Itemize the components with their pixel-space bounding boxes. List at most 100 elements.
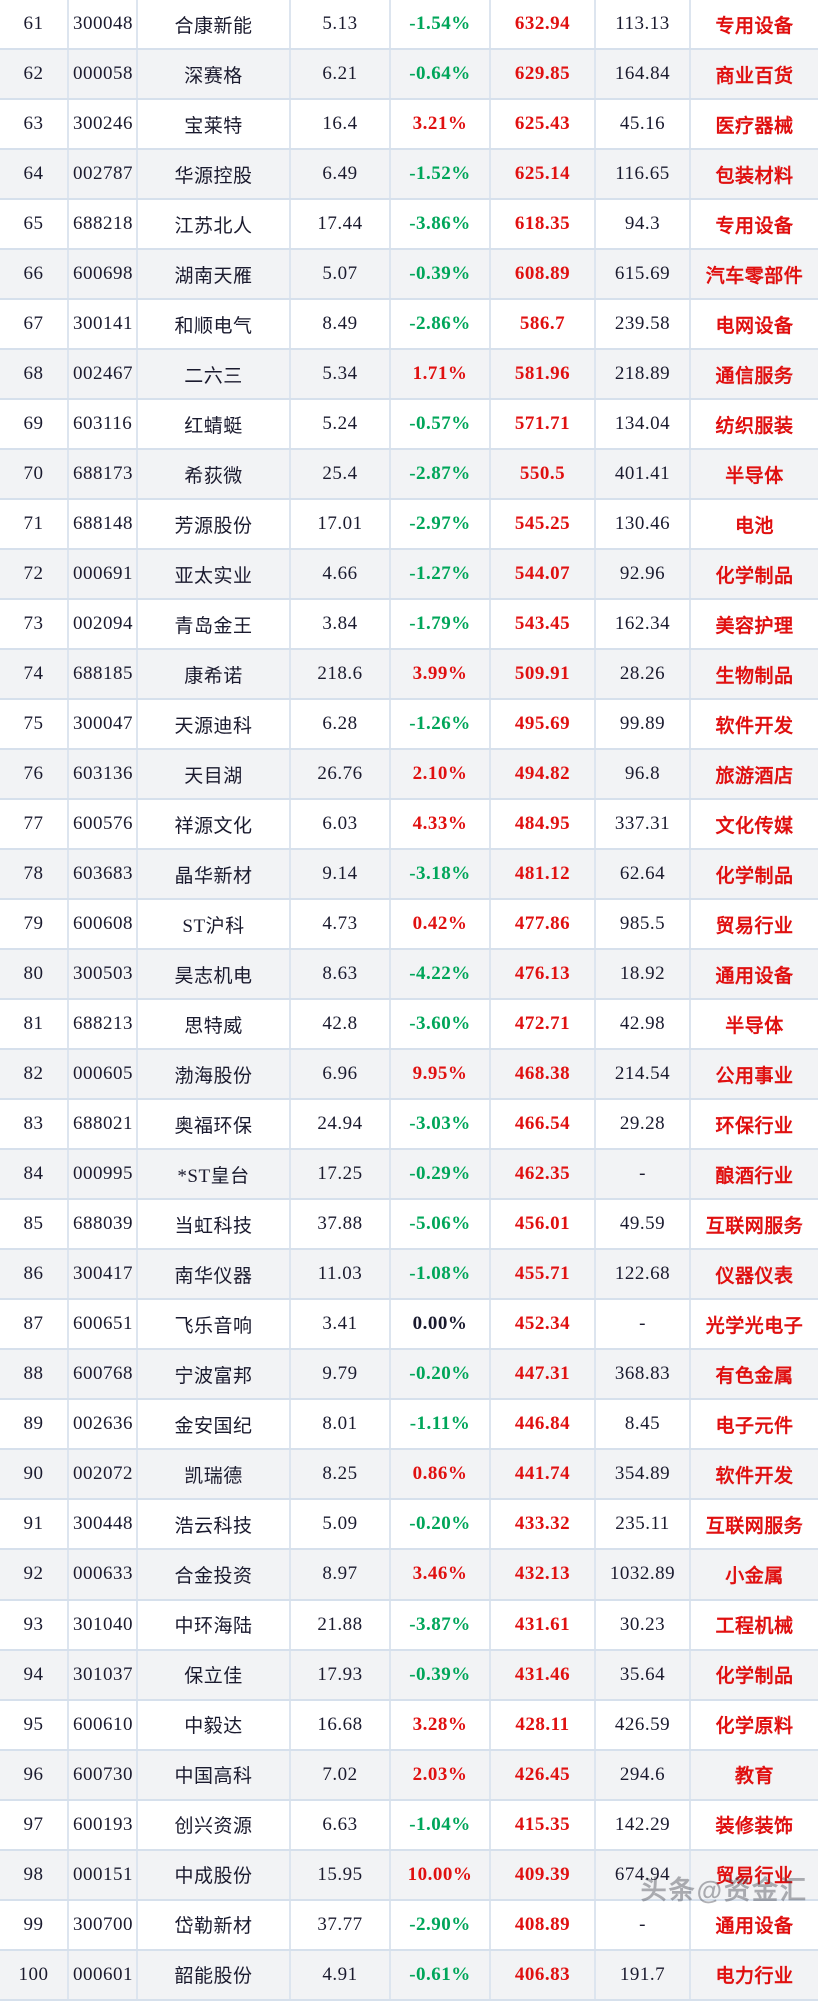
table-row[interactable]: 81 688213 思特威 42.8 -3.60% 472.71 42.98 半导体 <box>0 999 818 1051</box>
cell-change-percent: -1.79% <box>390 599 491 651</box>
table-row[interactable]: 68 002467 二六三 5.34 1.71% 581.96 218.89 通信服务 <box>0 349 818 401</box>
cell-rank: 82 <box>0 1049 69 1101</box>
table-row[interactable]: 98 000151 中成股份 15.95 10.00% 409.39 674.94 贸易行业 <box>0 1849 818 1901</box>
cell-latest-price: 5.34 <box>290 349 391 401</box>
cell-amount: 608.89 <box>490 249 596 301</box>
table-row[interactable]: 67 300141 和顺电气 8.49 -2.86% 586.7 239.58 电网设备 <box>0 299 818 351</box>
table-row[interactable]: 64 002787 华源控股 6.49 -1.52% 625.14 116.65 包装材料 <box>0 149 818 201</box>
cell-industry: 贸易行业 <box>690 899 818 951</box>
cell-latest-price: 7.02 <box>290 1749 391 1801</box>
cell-stock-name: 红蜻蜓 <box>137 399 291 451</box>
table-row[interactable]: 87 600651 飞乐音响 3.41 0.00% 452.34- 光学光电子 <box>0 1299 818 1351</box>
table-row[interactable]: 96 600730 中国高科 7.02 2.03% 426.45 294.6 教育 <box>0 1749 818 1801</box>
table-row[interactable]: 91 300448 浩云科技 5.09 -0.20% 433.32 235.11 互联网服务 <box>0 1499 818 1551</box>
cell-latest-price: 9.79 <box>290 1349 391 1401</box>
cell-stock-name: 华源控股 <box>137 149 291 201</box>
cell-extra-value: 674.94 <box>595 1849 691 1901</box>
cell-stock-name: 金安国纪 <box>137 1399 291 1451</box>
table-row[interactable]: 84 000995 *ST皇台 17.25 -0.29% 462.35- 酿酒行业 <box>0 1149 818 1201</box>
cell-latest-price: 5.09 <box>290 1499 391 1551</box>
cell-extra-value: 35.64 <box>595 1649 691 1701</box>
cell-rank: 100 <box>0 1949 69 2001</box>
table-row[interactable]: 92 000633 合金投资 8.97 3.46% 432.13 1032.89 小金属 <box>0 1549 818 1601</box>
table-row[interactable]: 89 002636 金安国纪 8.01 -1.11% 446.84 8.45 电子元件 <box>0 1399 818 1451</box>
cell-change-percent: -2.90% <box>390 1899 491 1951</box>
table-row[interactable]: 100 000601 韶能股份 4.91 -0.61% 406.83 191.7 电力行业 <box>0 1949 818 2001</box>
cell-latest-price: 8.49 <box>290 299 391 351</box>
cell-rank: 69 <box>0 399 69 451</box>
cell-change-percent: -0.64% <box>390 49 491 101</box>
table-row[interactable]: 77 600576 祥源文化 6.03 4.33% 484.95 337.31 文化传媒 <box>0 799 818 851</box>
table-row[interactable]: 74 688185 康希诺 218.6 3.99% 509.91 28.26 生物制品 <box>0 649 818 701</box>
cell-industry: 纺织服装 <box>690 399 818 451</box>
cell-amount: 433.32 <box>490 1499 596 1551</box>
table-row[interactable]: 99 300700 岱勒新材 37.77 -2.90% 408.89- 通用设备 <box>0 1899 818 1951</box>
cell-stock-code: 688213 <box>68 999 138 1051</box>
table-row[interactable]: 93 301040 中环海陆 21.88 -3.87% 431.61 30.23 工程机械 <box>0 1599 818 1651</box>
cell-latest-price: 3.84 <box>290 599 391 651</box>
table-row[interactable]: 75 300047 天源迪科 6.28 -1.26% 495.69 99.89 软件开发 <box>0 699 818 751</box>
cell-stock-code: 301040 <box>68 1599 138 1651</box>
table-row[interactable]: 94 301037 保立佳 17.93 -0.39% 431.46 35.64 化学制品 <box>0 1649 818 1701</box>
table-row[interactable]: 63 300246 宝莱特 16.4 3.21% 625.43 45.16 医疗器械 <box>0 99 818 151</box>
table-row[interactable]: 62 000058 深赛格 6.21 -0.64% 629.85 164.84 商业百货 <box>0 49 818 101</box>
cell-extra-value: 354.89 <box>595 1449 691 1501</box>
cell-extra-value: 235.11 <box>595 1499 691 1551</box>
cell-industry: 环保行业 <box>690 1099 818 1151</box>
cell-amount: 462.35 <box>490 1149 596 1201</box>
table-row[interactable]: 82 000605 渤海股份 6.96 9.95% 468.38 214.54 公用事业 <box>0 1049 818 1101</box>
table-row[interactable]: 71 688148 芳源股份 17.01 -2.97% 545.25 130.46 电池 <box>0 499 818 551</box>
table-row[interactable]: 88 600768 宁波富邦 9.79 -0.20% 447.31 368.83 有色金属 <box>0 1349 818 1401</box>
table-row[interactable]: 70 688173 希荻微 25.4 -2.87% 550.5 401.41 半导体 <box>0 449 818 501</box>
table-row[interactable]: 86 300417 南华仪器 11.03 -1.08% 455.71 122.68 仪器仪表 <box>0 1249 818 1301</box>
cell-industry: 电池 <box>690 499 818 551</box>
table-row[interactable]: 73 002094 青岛金王 3.84 -1.79% 543.45 162.34 美容护理 <box>0 599 818 651</box>
table-row[interactable]: 95 600610 中毅达 16.68 3.28% 428.11 426.59 化学原料 <box>0 1699 818 1751</box>
table-row[interactable]: 72 000691 亚太实业 4.66 -1.27% 544.07 92.96 化学制品 <box>0 549 818 601</box>
cell-extra-value: 130.46 <box>595 499 691 551</box>
cell-extra-value: 615.69 <box>595 249 691 301</box>
cell-amount: 446.84 <box>490 1399 596 1451</box>
cell-amount: 543.45 <box>490 599 596 651</box>
cell-change-percent: -0.39% <box>390 1649 491 1701</box>
cell-change-percent: 0.00% <box>390 1299 491 1351</box>
cell-change-percent: 3.28% <box>390 1699 491 1751</box>
table-row[interactable]: 90 002072 凯瑞德 8.25 0.86% 441.74 354.89 软件开发 <box>0 1449 818 1501</box>
cell-rank: 88 <box>0 1349 69 1401</box>
cell-amount: 432.13 <box>490 1549 596 1601</box>
table-row[interactable]: 80 300503 昊志机电 8.63 -4.22% 476.13 18.92 通用设备 <box>0 949 818 1001</box>
table-row[interactable]: 66 600698 湖南天雁 5.07 -0.39% 608.89 615.69 汽车零部件 <box>0 249 818 301</box>
cell-change-percent: -3.03% <box>390 1099 491 1151</box>
table-row[interactable]: 97 600193 创兴资源 6.63 -1.04% 415.35 142.29 装修装饰 <box>0 1799 818 1851</box>
cell-change-percent: 3.99% <box>390 649 491 701</box>
table-row[interactable]: 79 600608 ST沪科 4.73 0.42% 477.86 985.5 贸易行业 <box>0 899 818 951</box>
cell-rank: 77 <box>0 799 69 851</box>
cell-industry: 商业百货 <box>690 49 818 101</box>
cell-change-percent: -4.22% <box>390 949 491 1001</box>
table-row[interactable]: 83 688021 奥福环保 24.94 -3.03% 466.54 29.28 环保行业 <box>0 1099 818 1151</box>
cell-amount: 625.14 <box>490 149 596 201</box>
cell-rank: 83 <box>0 1099 69 1151</box>
cell-stock-name: 浩云科技 <box>137 1499 291 1551</box>
cell-industry: 化学制品 <box>690 549 818 601</box>
table-row[interactable]: 85 688039 当虹科技 37.88 -5.06% 456.01 49.59 互联网服务 <box>0 1199 818 1251</box>
cell-change-percent: 2.10% <box>390 749 491 801</box>
cell-rank: 84 <box>0 1149 69 1201</box>
table-row[interactable]: 78 603683 晶华新材 9.14 -3.18% 481.12 62.64 化学制品 <box>0 849 818 901</box>
table-row[interactable]: 76 603136 天目湖 26.76 2.10% 494.82 96.8 旅游酒店 <box>0 749 818 801</box>
cell-stock-code: 600698 <box>68 249 138 301</box>
table-row[interactable]: 65 688218 江苏北人 17.44 -3.86% 618.35 94.3 专用设备 <box>0 199 818 251</box>
cell-latest-price: 4.66 <box>290 549 391 601</box>
cell-stock-code: 688021 <box>68 1099 138 1151</box>
cell-stock-code: 000601 <box>68 1949 138 2001</box>
cell-stock-name: *ST皇台 <box>137 1149 291 1201</box>
cell-rank: 91 <box>0 1499 69 1551</box>
cell-extra-value: 191.7 <box>595 1949 691 2001</box>
cell-latest-price: 15.95 <box>290 1849 391 1901</box>
cell-change-percent: -2.87% <box>390 449 491 501</box>
table-row[interactable]: 69 603116 红蜻蜓 5.24 -0.57% 571.71 134.04 纺织服装 <box>0 399 818 451</box>
cell-industry: 半导体 <box>690 999 818 1051</box>
cell-rank: 61 <box>0 0 69 51</box>
table-row[interactable]: 61 300048 合康新能 5.13 -1.54% 632.94 113.13 专用设备 <box>0 0 818 51</box>
